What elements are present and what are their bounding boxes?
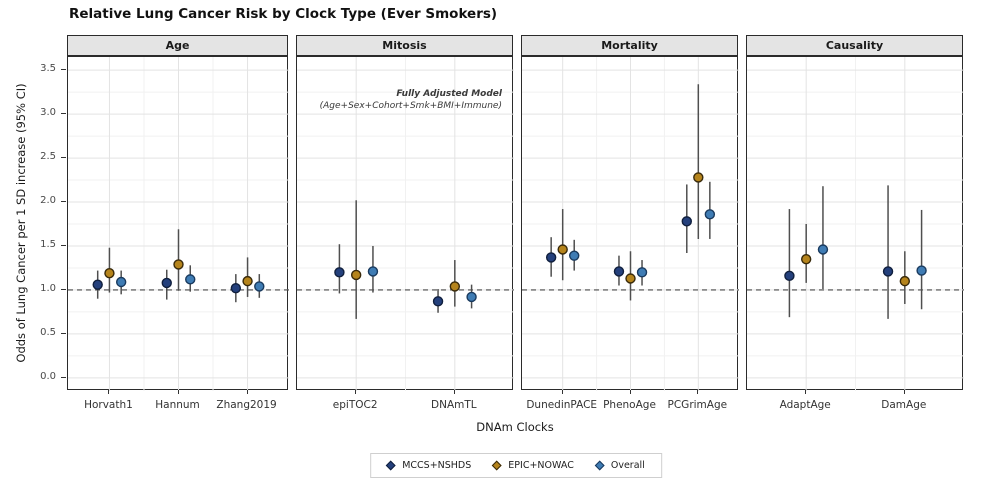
data-point <box>230 282 242 294</box>
facet-panel-age <box>67 56 289 391</box>
y-tick-mark <box>61 69 66 71</box>
y-tick-mark <box>61 332 66 334</box>
x-tick-label: Horvath1 <box>84 399 133 411</box>
y-tick-label: 1.5 <box>40 238 56 250</box>
legend-item: Overall <box>594 460 645 471</box>
y-tick-label: 2.5 <box>40 151 56 163</box>
data-point <box>916 265 927 276</box>
data-point <box>92 279 103 290</box>
y-tick-mark <box>61 157 66 159</box>
x-tick-label: DamAge <box>881 399 927 411</box>
legend-label: Overall <box>610 460 645 471</box>
data-point <box>613 266 625 277</box>
legend-label: EPIC+NOWAC <box>508 460 574 471</box>
data-point <box>466 291 477 303</box>
legend-item: EPIC+NOWAC <box>491 460 574 471</box>
y-tick-mark <box>61 288 66 290</box>
y-tick-label: 3.5 <box>40 63 56 75</box>
data-point <box>242 275 253 287</box>
data-point <box>254 281 265 292</box>
x-tick-label: epiTOC2 <box>332 399 378 411</box>
x-tick-label: PhenoAge <box>603 399 656 411</box>
y-tick-label: 0.0 <box>40 370 56 382</box>
x-axis-label: DNAm Clocks <box>476 420 554 434</box>
x-tick-mark <box>903 390 905 394</box>
data-point <box>693 172 704 183</box>
legend-item: MCCS+NSHDS <box>385 460 472 471</box>
data-point <box>115 276 127 288</box>
epic-nowac-swatch-icon <box>491 460 502 471</box>
annotation-line1: Fully Adjusted Model <box>396 89 502 99</box>
x-tick-mark <box>355 390 357 394</box>
data-point <box>899 275 911 287</box>
x-tick-label: AdaptAge <box>779 399 831 411</box>
facet-strip-mortality: Mortality <box>521 35 738 56</box>
x-tick-label: DunedinPACE <box>526 399 598 411</box>
x-tick-mark <box>697 390 699 394</box>
x-tick-mark <box>805 390 807 394</box>
x-tick-mark <box>177 390 179 394</box>
x-tick-label: Zhang2019 <box>216 399 277 411</box>
legend-label: MCCS+NSHDS <box>402 460 472 471</box>
data-point <box>161 277 172 289</box>
x-tick-mark <box>561 390 563 394</box>
x-tick-label: Hannum <box>155 399 200 411</box>
data-point <box>173 259 184 270</box>
x-tick-label: DNAmTL <box>431 399 477 411</box>
data-point <box>817 244 829 255</box>
y-tick-label: 0.5 <box>40 326 56 338</box>
legend: MCCS+NSHDS EPIC+NOWAC Overall <box>370 453 662 478</box>
overall-swatch-icon <box>594 460 605 471</box>
data-point <box>800 253 812 265</box>
facet-strip-age: Age <box>67 35 288 56</box>
y-tick-mark <box>61 113 66 115</box>
y-tick-mark <box>61 201 66 203</box>
y-tick-mark <box>61 376 66 378</box>
x-tick-label: PCGrimAge <box>667 399 728 411</box>
data-point <box>557 244 568 255</box>
x-tick-mark <box>629 390 631 394</box>
y-tick-label: 2.0 <box>40 195 56 207</box>
x-tick-mark <box>246 390 248 394</box>
data-point <box>625 273 636 284</box>
facet-panel-mitosis <box>296 56 514 391</box>
y-axis-label: Odds of Lung Cancer per 1 SD increase (9… <box>14 83 28 363</box>
facet-panel-causality <box>746 56 964 391</box>
data-point <box>350 269 362 281</box>
data-point <box>636 267 648 278</box>
data-point <box>569 250 580 261</box>
annotation-fully-adjusted-model: Fully Adjusted Model (Age+Sex+Cohort+Smk… <box>296 89 502 111</box>
data-point <box>432 296 444 307</box>
mccs-nshds-swatch-icon <box>385 460 396 471</box>
data-point <box>681 216 692 227</box>
data-point <box>104 268 115 279</box>
data-point <box>185 274 196 285</box>
chart-title: Relative Lung Cancer Risk by Clock Type … <box>69 6 498 22</box>
facet-panel-mortality <box>521 56 739 391</box>
y-tick-label: 1.0 <box>40 282 56 294</box>
facet-strip-mitosis: Mitosis <box>296 35 513 56</box>
y-tick-label: 3.0 <box>40 107 56 119</box>
data-point <box>545 252 557 263</box>
x-tick-mark <box>108 390 110 394</box>
data-point <box>784 270 795 282</box>
annotation-line2: (Age+Sex+Cohort+Smk+BMI+Immune) <box>319 101 502 111</box>
facet-strip-causality: Causality <box>746 35 963 56</box>
y-tick-mark <box>61 244 66 246</box>
data-point <box>704 209 716 220</box>
data-point <box>882 266 894 277</box>
data-point <box>449 281 461 292</box>
data-point <box>334 267 345 278</box>
x-tick-mark <box>453 390 455 394</box>
data-point <box>367 266 379 277</box>
